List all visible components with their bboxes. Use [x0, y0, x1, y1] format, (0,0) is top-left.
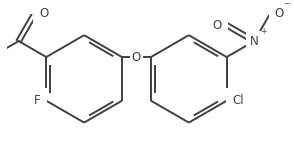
- Text: +: +: [260, 27, 266, 36]
- Text: O: O: [39, 7, 49, 20]
- Text: F: F: [34, 94, 41, 107]
- Text: Cl: Cl: [232, 94, 244, 107]
- Text: O: O: [132, 51, 141, 64]
- Text: O: O: [275, 7, 284, 20]
- Text: −: −: [283, 0, 289, 8]
- Text: O: O: [213, 19, 222, 32]
- Text: N: N: [250, 35, 259, 48]
